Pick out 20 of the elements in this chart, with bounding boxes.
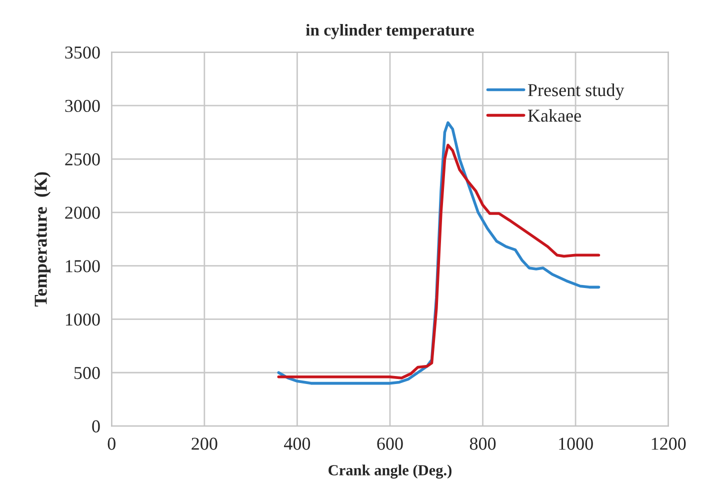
- x-tick-label: 800: [470, 438, 496, 450]
- y-tick-label: 3500: [65, 46, 100, 59]
- legend-label: Present study: [528, 84, 624, 100]
- x-tick-label: 1000: [559, 438, 593, 450]
- y-axis-title: Temperature (K): [34, 172, 51, 307]
- x-tick-label: 600: [377, 438, 403, 450]
- x-tick-label: 1200: [652, 438, 686, 450]
- x-tick-label: 400: [284, 438, 310, 450]
- y-tick-label: 1500: [66, 260, 100, 272]
- x-tick-label: 200: [192, 438, 218, 450]
- legend-label: Kakaee: [528, 109, 581, 122]
- chart-title: in cylinder temperature: [306, 24, 474, 40]
- y-tick-label: 2500: [65, 153, 100, 166]
- x-axis-title: Crank angle (Deg.): [328, 464, 452, 479]
- y-tick-label: 3000: [65, 100, 100, 112]
- y-tick-label: 0: [92, 420, 100, 432]
- y-tick-label: 2000: [65, 206, 100, 219]
- y-tick-label: 500: [74, 366, 100, 380]
- y-tick-label: 1000: [66, 313, 100, 326]
- x-tick-label: 0: [108, 438, 116, 450]
